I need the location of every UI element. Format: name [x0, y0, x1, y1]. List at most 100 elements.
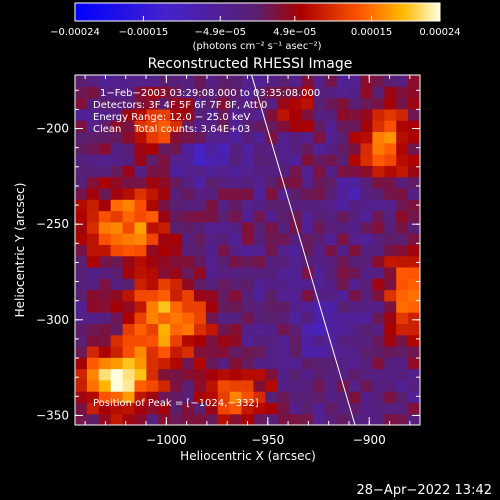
heatmap-cell	[229, 345, 243, 358]
heatmap-cell	[384, 131, 397, 144]
colorbar-tick-label: −4.9e−05	[194, 27, 246, 38]
heatmap-cell	[122, 199, 136, 212]
heatmap-cell	[170, 323, 183, 336]
heatmap-cell	[241, 300, 255, 313]
heatmap-cell	[205, 345, 219, 358]
heatmap-cell	[217, 300, 231, 313]
heatmap-cell	[75, 413, 88, 425]
heatmap-cell	[146, 402, 159, 415]
heatmap-cell	[193, 221, 207, 234]
heatmap-cell	[193, 210, 207, 223]
heatmap-cell	[408, 199, 420, 212]
heatmap-cell	[122, 120, 136, 133]
heatmap-cell	[241, 357, 255, 370]
heatmap-cell	[158, 413, 171, 425]
heatmap-cell	[205, 176, 219, 189]
heatmap-cell	[98, 266, 112, 279]
colorbar-tick-label: 0.00015	[351, 27, 392, 38]
heatmap-cell	[348, 345, 362, 358]
heatmap-cell	[182, 413, 195, 425]
heatmap-cell	[122, 165, 136, 178]
heatmap-cell	[75, 402, 88, 415]
heatmap-cell	[265, 266, 278, 279]
heatmap-cell	[396, 108, 409, 121]
heatmap-cell	[384, 334, 397, 347]
heatmap-cell	[384, 176, 397, 189]
heatmap-cell	[253, 233, 266, 245]
heatmap-cell	[408, 142, 420, 155]
heatmap-cell	[241, 187, 255, 200]
heatmap-cell	[265, 278, 278, 291]
heatmap-cell	[110, 345, 124, 358]
heatmap-cell	[98, 278, 112, 291]
heatmap-cell	[301, 300, 314, 313]
heatmap-cell	[253, 402, 266, 415]
heatmap-cell	[75, 278, 88, 291]
heatmap-cell	[182, 345, 195, 358]
heatmap-cell	[312, 255, 326, 268]
heatmap-cell	[324, 357, 338, 370]
heatmap-cell	[110, 233, 124, 245]
heatmap-cell	[205, 312, 219, 324]
heatmap-cell	[217, 391, 231, 404]
heatmap-cell	[110, 402, 124, 415]
heatmap-cell	[408, 357, 420, 370]
heatmap-cell	[182, 187, 195, 200]
heatmap-cell	[134, 323, 147, 336]
heatmap-cell	[86, 255, 100, 268]
heatmap-cell	[110, 176, 124, 189]
heatmap-cell	[229, 323, 243, 336]
heatmap-cell	[348, 300, 362, 313]
heatmap-cell	[241, 244, 255, 257]
heatmap-cell	[122, 221, 136, 234]
heatmap-cell	[312, 278, 326, 291]
heatmap-cell	[324, 402, 338, 415]
heatmap-cell	[253, 75, 266, 87]
heatmap-cell	[396, 345, 409, 358]
heatmap-cell	[372, 97, 385, 110]
heatmap-cell	[289, 199, 302, 212]
heatmap-cell	[170, 244, 183, 257]
heatmap-cell	[348, 221, 362, 234]
heatmap-cell	[324, 176, 338, 189]
heatmap-cell	[253, 244, 266, 257]
heatmap-cell	[146, 120, 159, 133]
heatmap-cell	[348, 312, 362, 324]
heatmap-cell	[265, 379, 278, 392]
heatmap-cell	[396, 379, 409, 392]
heatmap-cell	[86, 210, 100, 223]
heatmap-cell	[134, 154, 147, 166]
heatmap-cell	[289, 97, 302, 110]
heatmap-cell	[312, 142, 326, 155]
heatmap-cell	[134, 187, 147, 200]
heatmap-cell	[301, 97, 314, 110]
heatmap-cell	[324, 312, 338, 324]
heatmap-cell	[193, 176, 207, 189]
heatmap-cell	[158, 278, 171, 291]
heatmap-cell	[110, 131, 124, 144]
heatmap-cell	[122, 278, 136, 291]
heatmap-cell	[372, 142, 385, 155]
heatmap-cell	[408, 244, 420, 257]
heatmap-cell	[336, 108, 350, 121]
heatmap-cell	[265, 86, 278, 99]
heatmap-cell	[324, 199, 338, 212]
heatmap-cell	[396, 323, 409, 336]
heatmap-cell	[134, 176, 147, 189]
heatmap-cell	[75, 120, 88, 133]
heatmap-cell	[372, 199, 385, 212]
heatmap-cell	[75, 334, 88, 347]
heatmap-cell	[98, 233, 112, 245]
heatmap-cell	[122, 379, 136, 392]
heatmap-cell	[98, 323, 112, 336]
heatmap-cell	[360, 108, 374, 121]
heatmap-cell	[396, 199, 409, 212]
heatmap-cell	[170, 187, 183, 200]
heatmap-cell	[312, 165, 326, 178]
heatmap-cell	[396, 289, 409, 302]
heatmap-cell	[277, 187, 290, 200]
heatmap-cell	[372, 154, 385, 166]
heatmap-cell	[170, 255, 183, 268]
heatmap-cell	[205, 402, 219, 415]
annotation-block: 1−Feb−2003 03:29:08.000 to 03:35:08.000 …	[93, 88, 320, 409]
